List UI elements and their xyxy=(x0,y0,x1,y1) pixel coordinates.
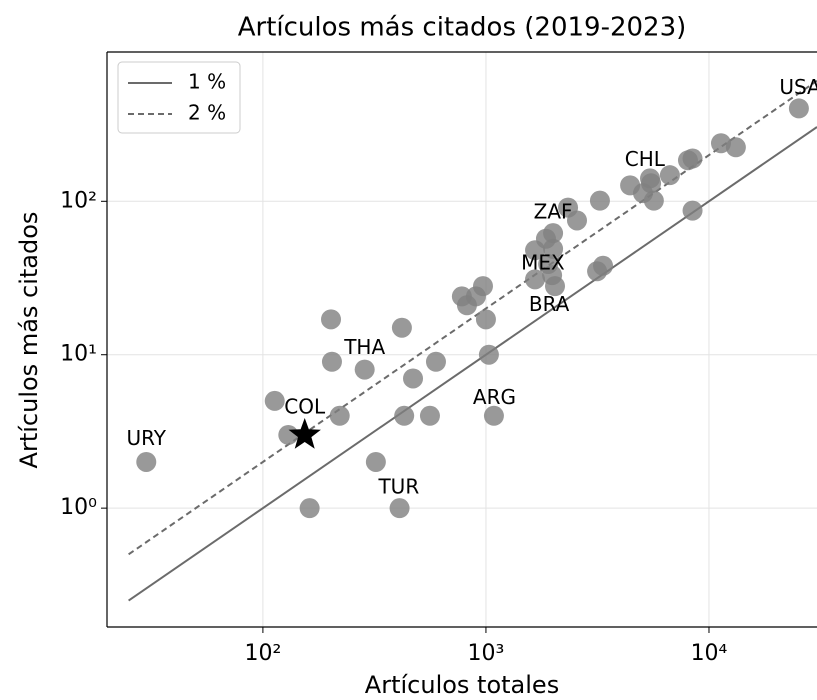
point xyxy=(389,498,410,519)
point xyxy=(643,190,664,211)
point xyxy=(682,200,703,221)
x-tick-label: 10³ xyxy=(468,641,505,666)
point xyxy=(299,498,320,519)
annotation: TUR xyxy=(377,475,419,499)
point xyxy=(394,405,415,426)
plot-area: URY COL THA TUR ARG BRA MEX ZAF CHL USA xyxy=(107,52,817,627)
x-tick-label: 10⁴ xyxy=(691,641,728,666)
reference-line xyxy=(128,79,817,556)
x-axis-label: Artículos totales xyxy=(365,671,559,699)
point xyxy=(543,238,564,259)
point xyxy=(264,390,285,411)
annotation: URY xyxy=(127,426,167,450)
point xyxy=(321,351,342,372)
point xyxy=(543,223,564,244)
point xyxy=(788,98,809,119)
annotation: CHL xyxy=(625,147,666,171)
point xyxy=(589,190,610,211)
y-axis-label: Artículos más citados xyxy=(15,212,43,469)
point xyxy=(478,344,499,365)
annotation: BRA xyxy=(529,292,570,316)
point xyxy=(483,405,504,426)
point xyxy=(419,405,440,426)
point xyxy=(525,269,546,290)
point xyxy=(425,351,446,372)
y-tick-label: 10² xyxy=(60,188,97,213)
point xyxy=(659,165,680,186)
legend-label: 2 % xyxy=(188,101,226,125)
point xyxy=(475,309,496,330)
point xyxy=(354,359,375,380)
x-tick-label: 10² xyxy=(244,641,281,666)
point xyxy=(682,148,703,169)
point xyxy=(641,173,662,194)
annotation: THA xyxy=(343,335,385,359)
point xyxy=(403,368,424,389)
annotation: COL xyxy=(284,394,326,418)
foreground: 10² 10³ 10⁴ 10⁰ 10¹ 10² 1 % 2 % xyxy=(60,51,817,666)
point xyxy=(391,317,412,338)
point xyxy=(593,255,614,276)
y-tick-label: 10¹ xyxy=(60,342,97,367)
point xyxy=(472,276,493,297)
point xyxy=(545,276,566,297)
y-tick-label: 10⁰ xyxy=(60,495,97,520)
point xyxy=(725,137,746,158)
annotation: USA xyxy=(779,75,817,99)
reference-line xyxy=(128,126,817,602)
annotation: ZAF xyxy=(534,199,573,223)
point xyxy=(566,210,587,231)
chart-title: Artículos más citados (2019-2023) xyxy=(238,13,687,43)
point xyxy=(365,451,386,472)
legend-label: 1 % xyxy=(188,70,226,94)
point xyxy=(329,405,350,426)
point xyxy=(321,309,342,330)
point xyxy=(136,451,157,472)
annotation: MEX xyxy=(521,251,565,275)
highlight-star xyxy=(288,417,321,449)
annotation: ARG xyxy=(473,385,516,409)
legend-box xyxy=(117,61,241,134)
